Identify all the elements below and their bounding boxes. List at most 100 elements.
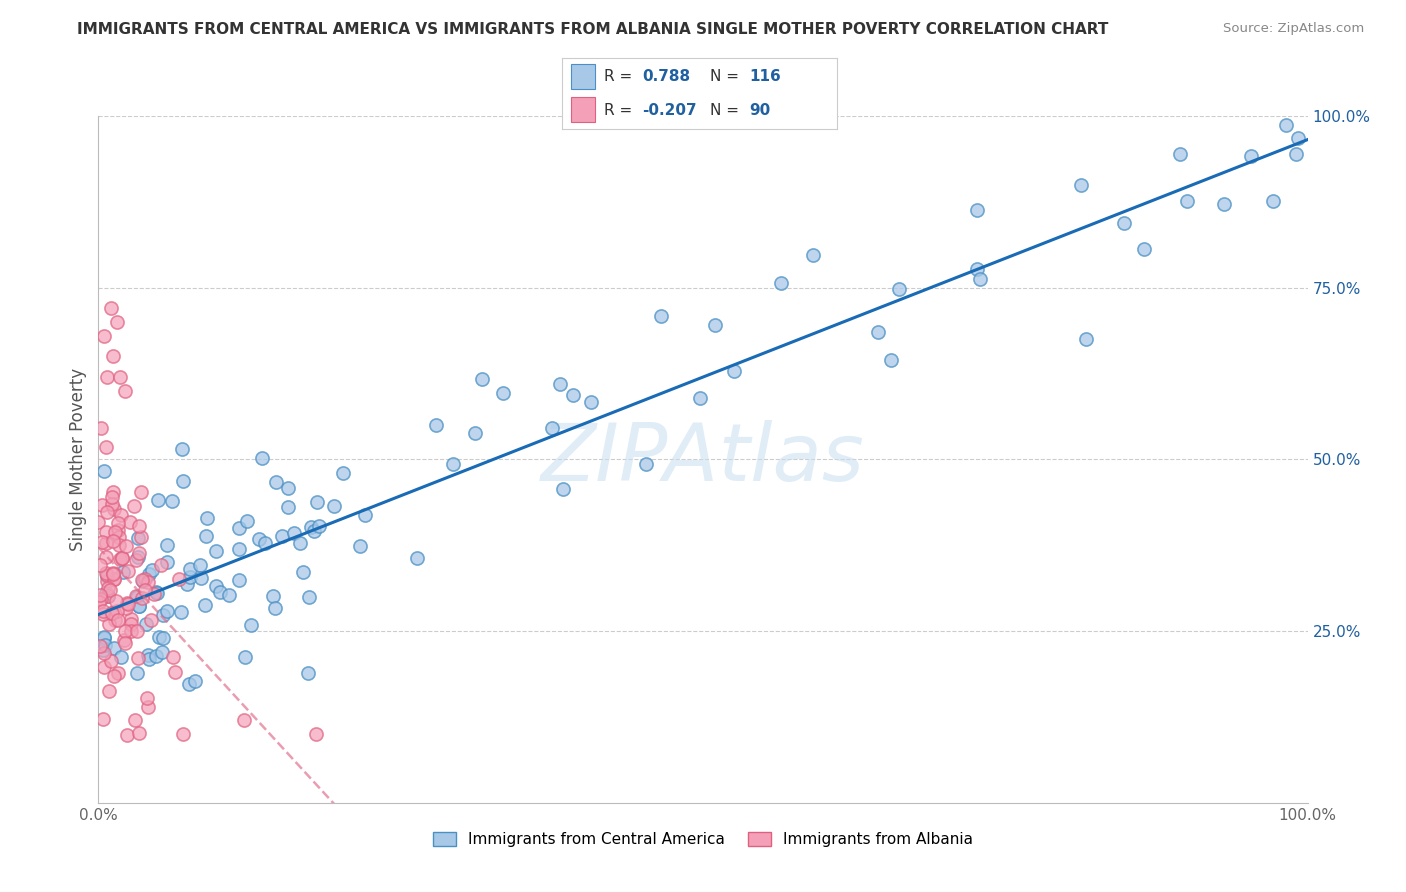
Point (1275, 119, 1298, 133)
Point (128, 599, 150, 613)
Point (96, 370, 118, 384)
Point (299, 520, 322, 534)
Point (1285, 146, 1308, 161)
Point (127, 531, 149, 545)
Point (91, 643, 114, 657)
Point (650, 309, 672, 323)
Point (148, 630, 170, 644)
Text: Source: ZipAtlas.com: Source: ZipAtlas.com (1223, 22, 1364, 36)
Point (156, 538, 179, 552)
Point (105, 604, 128, 618)
Point (125, 589, 148, 603)
Point (128, 599, 150, 614)
Point (143, 587, 166, 601)
Point (97, 589, 120, 603)
Point (96, 536, 118, 550)
Point (105, 315, 128, 329)
Point (1240, 149, 1263, 163)
Point (170, 605, 193, 619)
Point (441, 457, 464, 471)
Point (128, 518, 150, 533)
Point (103, 567, 125, 582)
Point (97, 617, 120, 632)
Point (107, 666, 129, 681)
Point (141, 563, 163, 577)
Point (307, 494, 329, 508)
Point (120, 624, 142, 639)
Point (103, 640, 125, 655)
Point (228, 542, 250, 557)
Point (145, 586, 167, 600)
Point (145, 649, 167, 664)
Point (770, 277, 793, 291)
Point (1213, 196, 1236, 211)
Point (1175, 194, 1198, 208)
Point (93, 638, 115, 652)
Point (969, 272, 991, 286)
Point (103, 669, 125, 683)
Point (332, 466, 354, 480)
Point (101, 350, 124, 364)
Point (100, 607, 122, 621)
Point (124, 499, 146, 513)
Point (127, 590, 149, 604)
Point (131, 591, 153, 605)
Point (966, 262, 988, 277)
Point (205, 544, 228, 558)
Point (112, 565, 135, 579)
Point (124, 714, 146, 728)
Point (103, 501, 125, 516)
Point (127, 666, 149, 681)
Point (1168, 147, 1191, 161)
Point (93, 464, 115, 478)
Point (96, 505, 118, 519)
Point (91, 604, 114, 618)
Point (176, 577, 198, 591)
Point (103, 573, 125, 587)
Point (134, 572, 156, 586)
Point (188, 558, 211, 573)
Point (492, 386, 515, 401)
Point (107, 516, 129, 530)
Point (100, 606, 122, 620)
Point (172, 727, 194, 741)
Point (551, 483, 574, 497)
Point (115, 728, 138, 742)
Point (264, 475, 287, 489)
Point (114, 384, 136, 398)
Point (139, 613, 162, 627)
Point (97, 589, 120, 603)
Point (96, 568, 118, 582)
Point (471, 372, 494, 386)
Point (94, 550, 117, 565)
Point (264, 601, 287, 615)
Point (172, 442, 194, 457)
Point (89, 558, 111, 572)
Point (104, 613, 127, 627)
Point (98, 684, 121, 698)
Point (110, 508, 132, 523)
Point (129, 530, 152, 544)
Point (96, 574, 118, 589)
Point (689, 392, 711, 406)
Point (93, 712, 115, 726)
Point (100, 301, 122, 316)
Point (880, 352, 903, 367)
Point (138, 567, 160, 582)
Point (464, 426, 486, 441)
Point (93, 631, 115, 645)
Text: R =: R = (603, 69, 637, 84)
Point (111, 551, 134, 566)
Point (93, 660, 115, 674)
Text: 90: 90 (749, 103, 770, 118)
Point (131, 485, 153, 500)
Point (277, 500, 299, 514)
Point (250, 451, 273, 466)
Point (112, 633, 135, 648)
Point (704, 318, 727, 333)
Text: 0.788: 0.788 (643, 69, 690, 84)
Y-axis label: Single Mother Poverty: Single Mother Poverty (69, 368, 87, 551)
Point (1261, 194, 1284, 208)
Point (96, 566, 118, 580)
Point (93, 646, 115, 660)
